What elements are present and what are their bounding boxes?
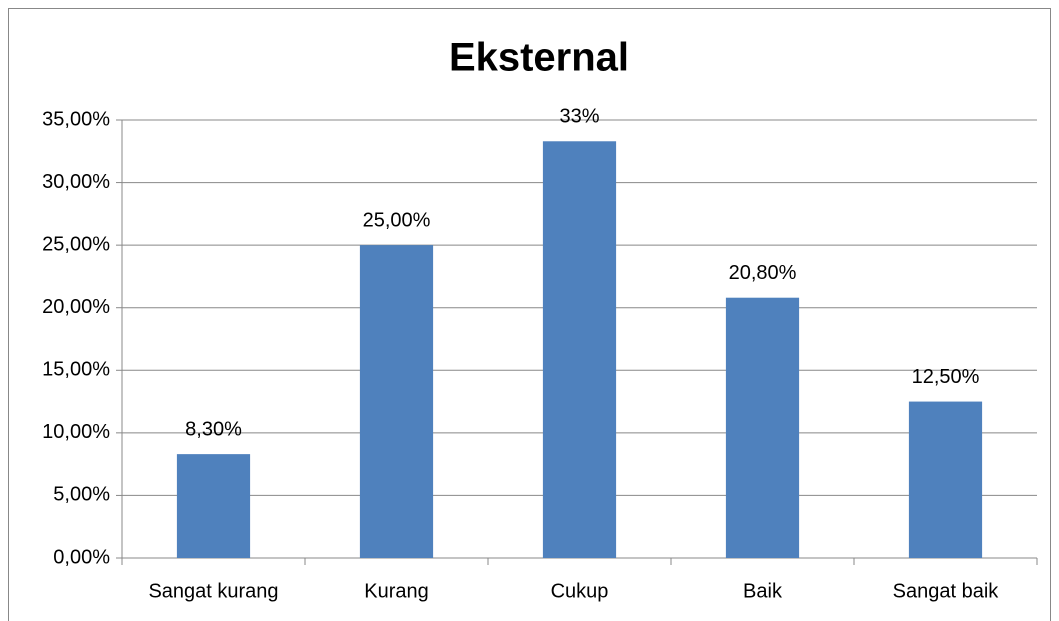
bar <box>176 454 251 558</box>
x-tick-label: Sangat kurang <box>148 580 278 602</box>
y-tick-label: 20,00% <box>42 296 110 318</box>
value-label: 8,30% <box>185 418 242 440</box>
value-label: 33% <box>559 106 599 128</box>
bar <box>908 401 983 558</box>
y-tick-label: 30,00% <box>42 171 110 193</box>
x-tick-label: Cukup <box>551 580 609 602</box>
x-tick-label: Baik <box>743 580 783 602</box>
value-label: 12,50% <box>912 366 980 388</box>
bar <box>725 297 800 558</box>
y-tick-label: 35,00% <box>42 108 110 130</box>
y-tick-label: 15,00% <box>42 359 110 381</box>
bar <box>542 141 617 558</box>
y-tick-label: 25,00% <box>42 233 110 255</box>
chart-frame <box>8 8 1051 621</box>
y-tick-label: 5,00% <box>53 484 110 506</box>
value-label: 25,00% <box>363 209 431 231</box>
x-tick-label: Kurang <box>364 580 429 602</box>
value-label: 20,80% <box>729 262 797 284</box>
y-tick-label: 10,00% <box>42 421 110 443</box>
y-tick-label: 0,00% <box>53 546 110 568</box>
bar <box>359 245 434 558</box>
chart-title: Eksternal <box>449 36 629 80</box>
x-tick-label: Sangat baik <box>893 580 1000 602</box>
